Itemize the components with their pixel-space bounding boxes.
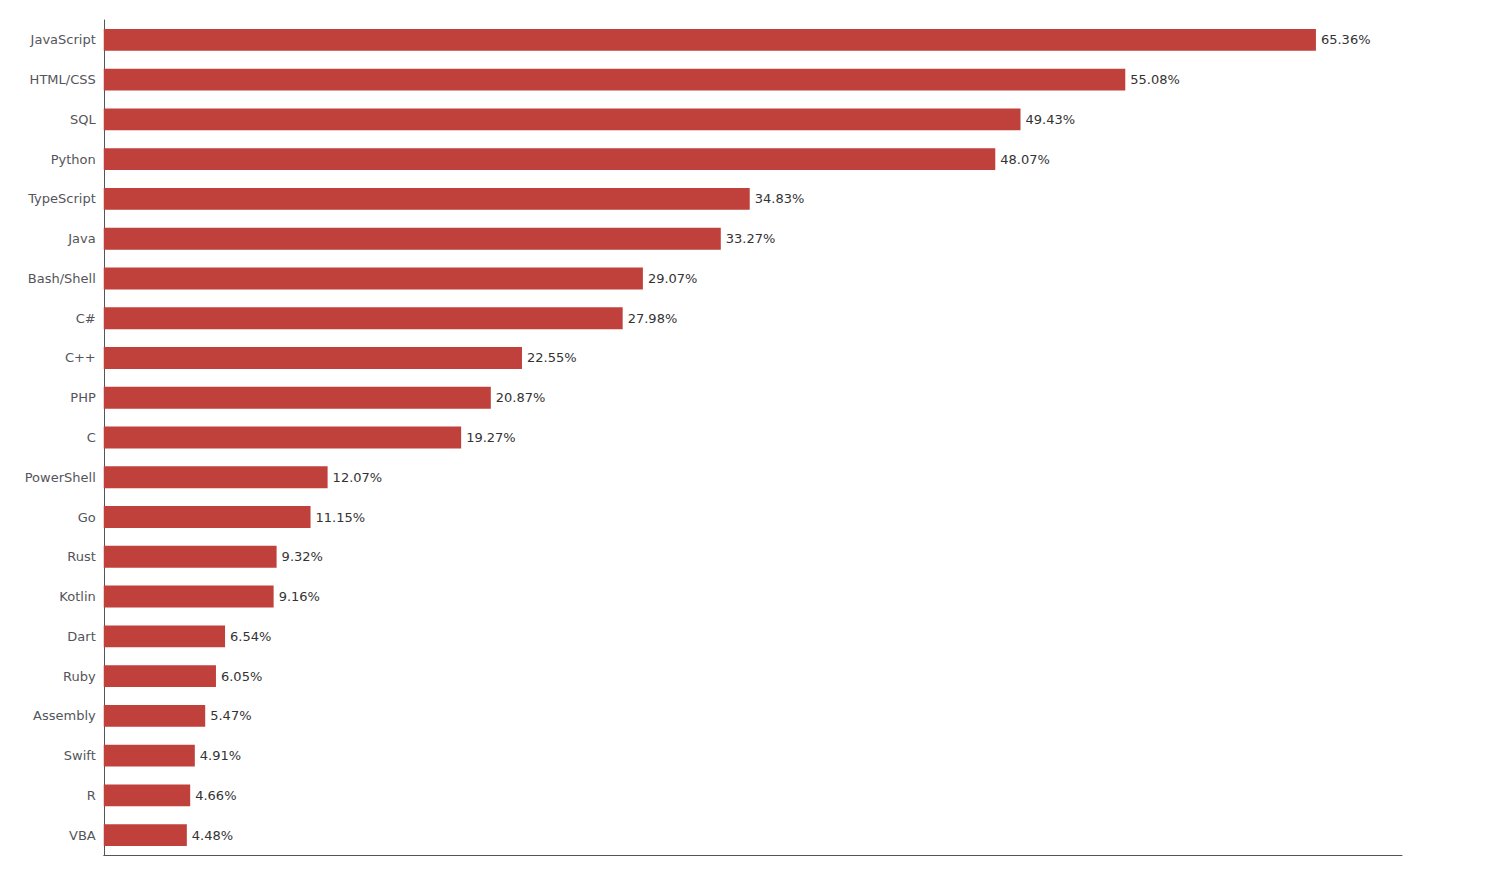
svg-text:27.98%: 27.98% (628, 311, 678, 326)
svg-text:33.27%: 33.27% (726, 231, 776, 246)
svg-text:TypeScript: TypeScript (27, 191, 96, 206)
svg-text:Python: Python (51, 152, 96, 167)
svg-text:Go: Go (78, 510, 96, 525)
svg-text:C++: C++ (65, 350, 96, 365)
svg-text:9.16%: 9.16% (279, 589, 320, 604)
svg-text:48.07%: 48.07% (1000, 152, 1050, 167)
svg-text:Assembly: Assembly (33, 708, 96, 723)
svg-text:9.32%: 9.32% (282, 549, 323, 564)
svg-text:34.83%: 34.83% (755, 191, 805, 206)
svg-text:20.87%: 20.87% (496, 390, 546, 405)
svg-text:VBA: VBA (69, 828, 96, 843)
svg-text:Java: Java (67, 231, 95, 246)
svg-text:4.91%: 4.91% (200, 748, 241, 763)
svg-text:JavaScript: JavaScript (30, 32, 96, 47)
svg-text:PHP: PHP (70, 390, 96, 405)
svg-text:29.07%: 29.07% (648, 271, 698, 286)
svg-text:4.66%: 4.66% (195, 788, 236, 803)
svg-text:12.07%: 12.07% (333, 470, 383, 485)
svg-text:55.08%: 55.08% (1130, 72, 1180, 87)
svg-text:6.05%: 6.05% (221, 669, 262, 684)
svg-text:5.47%: 5.47% (210, 708, 251, 723)
svg-text:Bash/Shell: Bash/Shell (28, 271, 96, 286)
svg-text:11.15%: 11.15% (316, 510, 366, 525)
svg-text:C#: C# (76, 311, 96, 326)
svg-text:Swift: Swift (64, 748, 96, 763)
svg-text:22.55%: 22.55% (527, 350, 577, 365)
svg-text:Dart: Dart (67, 629, 95, 644)
svg-text:Ruby: Ruby (63, 669, 96, 684)
svg-text:HTML/CSS: HTML/CSS (30, 72, 96, 87)
svg-text:6.54%: 6.54% (230, 629, 271, 644)
svg-text:19.27%: 19.27% (466, 430, 516, 445)
svg-text:4.48%: 4.48% (192, 828, 233, 843)
svg-text:C: C (87, 430, 96, 445)
svg-text:Kotlin: Kotlin (59, 589, 95, 604)
svg-text:R: R (87, 788, 96, 803)
svg-text:49.43%: 49.43% (1026, 112, 1076, 127)
svg-text:SQL: SQL (70, 112, 96, 127)
svg-text:Rust: Rust (67, 549, 96, 564)
svg-text:PowerShell: PowerShell (25, 470, 96, 485)
svg-text:65.36%: 65.36% (1321, 32, 1371, 47)
